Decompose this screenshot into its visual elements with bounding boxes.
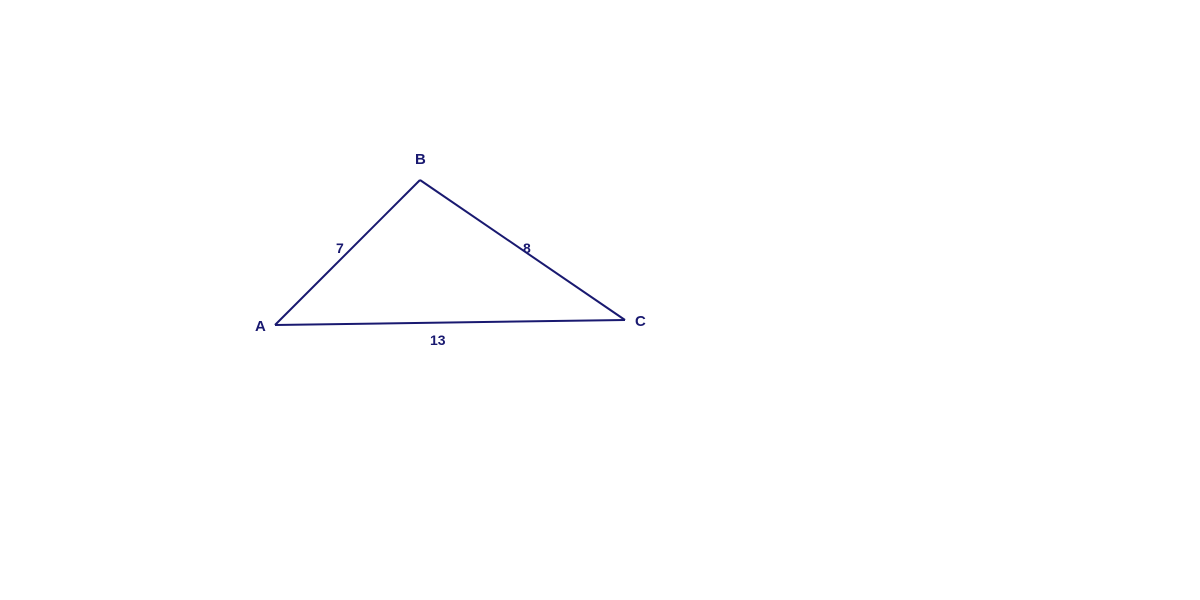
edge-label-bc: 8 xyxy=(523,240,531,256)
edge-label-ca: 13 xyxy=(430,332,446,348)
triangle-svg xyxy=(0,0,1200,600)
edge-ca xyxy=(275,320,625,325)
diagram-canvas: A B C 7 8 13 xyxy=(0,0,1200,600)
vertex-label-c: C xyxy=(635,313,646,330)
edge-label-ab: 7 xyxy=(336,240,344,256)
vertex-label-a: A xyxy=(255,318,266,335)
vertex-label-b: B xyxy=(415,151,426,168)
edge-ab xyxy=(275,180,420,325)
